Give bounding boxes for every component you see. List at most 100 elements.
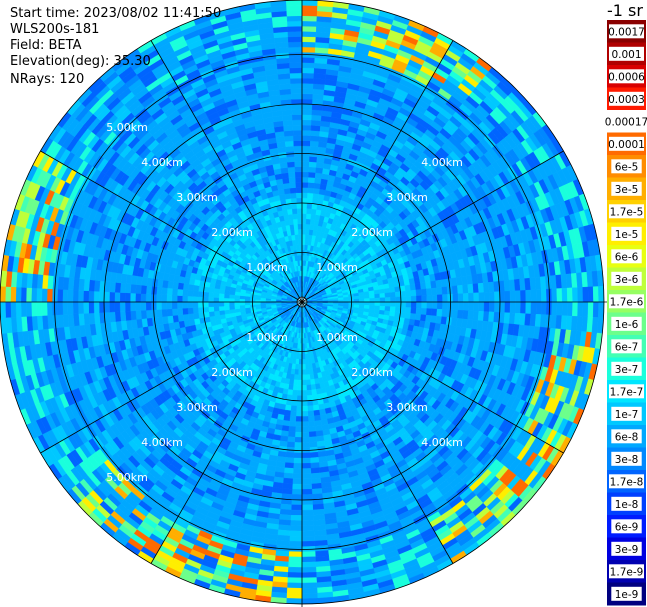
heatmap-bin — [301, 384, 307, 391]
heatmap-bin — [462, 310, 469, 320]
heatmap-bin — [431, 301, 438, 310]
heatmap-bin — [577, 287, 584, 303]
heatmap-bin — [291, 389, 298, 396]
heatmap-bin — [409, 283, 417, 291]
heatmap-bin — [307, 410, 315, 417]
heatmap-bin — [384, 297, 391, 303]
heatmap-bin — [462, 293, 469, 303]
heatmap-bin — [311, 488, 323, 495]
heatmap-bin — [514, 301, 521, 314]
heatmap-bin — [291, 394, 298, 402]
heatmap-bin — [301, 10, 318, 17]
heatmap-bin — [301, 114, 313, 121]
heatmap-bin — [551, 301, 558, 316]
heatmap-bin — [379, 297, 386, 303]
heatmap-bin — [287, 436, 296, 443]
heatmap-bin — [301, 572, 317, 579]
heatmap-bin — [312, 193, 320, 200]
heatmap-bin — [307, 192, 314, 199]
heatmap-bin — [301, 197, 308, 204]
heatmap-bin — [308, 171, 316, 178]
heatmap-bin — [451, 309, 459, 319]
heatmap-bin — [287, 572, 303, 579]
heatmap-bin — [289, 530, 303, 537]
heatmap-bin — [431, 294, 438, 303]
heatmap-bin — [389, 291, 396, 298]
heatmap-bin — [282, 482, 293, 490]
heatmap-bin — [301, 587, 318, 594]
heatmap-bin — [405, 290, 412, 297]
heatmap-bin — [313, 187, 321, 195]
heatmap-bin — [384, 287, 391, 294]
heatmap-bin — [540, 301, 547, 316]
heatmap-bin — [292, 468, 303, 475]
heatmap-bin — [309, 378, 316, 386]
heatmap-bin — [477, 282, 485, 293]
heatmap-bin — [426, 308, 433, 316]
heatmap-bin — [301, 228, 307, 235]
heatmap-bin — [307, 182, 315, 189]
heatmap-bin — [305, 374, 311, 381]
heatmap-bin — [369, 294, 376, 299]
heatmap-bin — [390, 301, 396, 308]
heatmap-bin — [587, 286, 594, 303]
heatmap-bin — [301, 436, 310, 443]
heatmap-bin — [488, 311, 495, 323]
heatmap-bin — [311, 482, 322, 490]
heatmap-bin — [296, 405, 303, 412]
heatmap-bin — [301, 223, 307, 230]
heatmap-bin — [301, 31, 317, 38]
heatmap-bin — [482, 311, 490, 322]
heatmap-bin — [304, 353, 309, 360]
heatmap-bin — [296, 395, 303, 402]
heatmap-bin — [384, 292, 391, 298]
heatmap-bin — [494, 301, 501, 313]
heatmap-bin — [442, 301, 449, 310]
heatmap-bin — [301, 405, 308, 412]
heatmap-bin — [301, 509, 314, 516]
heatmap-bin — [364, 298, 370, 303]
heatmap-bin — [301, 421, 309, 428]
heatmap-bin — [358, 295, 365, 300]
heatmap-bin — [358, 298, 365, 303]
heatmap-bin — [301, 374, 307, 381]
heatmap-bin — [301, 442, 310, 449]
heatmap-bin — [452, 293, 459, 303]
heatmap-bin — [488, 291, 495, 303]
heatmap-bin — [301, 213, 307, 220]
heatmap-bin — [301, 426, 310, 433]
heatmap-bin — [556, 301, 563, 316]
heatmap-bin — [294, 442, 303, 449]
heatmap-bin — [290, 405, 297, 412]
heatmap-bin — [420, 288, 428, 296]
heatmap-bin — [310, 135, 320, 142]
heatmap-bin — [477, 311, 485, 322]
heatmap-bin — [410, 307, 417, 315]
heatmap-bin — [301, 592, 318, 599]
heatmap-bin — [400, 306, 407, 314]
heatmap-bin — [535, 301, 542, 315]
heatmap-bin — [311, 389, 317, 396]
heatmap-bin — [311, 477, 322, 485]
heatmap-bin — [304, 358, 309, 365]
heatmap-bin — [295, 410, 303, 417]
heatmap-bin — [281, 488, 293, 495]
heatmap-bin — [556, 288, 563, 303]
heatmap-bin — [525, 289, 532, 303]
heatmap-bin — [301, 0, 319, 6]
heatmap-bin — [416, 295, 422, 303]
heatmap-bin — [301, 124, 312, 131]
heatmap-bin — [301, 208, 308, 214]
heatmap-bin — [483, 291, 490, 303]
heatmap-bin — [286, 587, 303, 594]
heatmap-bin — [301, 488, 313, 495]
heatmap-bin — [301, 364, 306, 370]
heatmap-bin — [301, 400, 308, 407]
heatmap-bin — [301, 530, 315, 537]
heatmap-bin — [290, 504, 303, 511]
heatmap-bin — [284, 457, 295, 464]
heatmap-bin — [310, 384, 317, 391]
heatmap-bin — [308, 431, 317, 438]
heatmap-bin — [292, 478, 303, 485]
heatmap-bin — [301, 598, 319, 605]
